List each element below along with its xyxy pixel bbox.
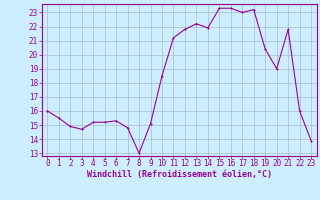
X-axis label: Windchill (Refroidissement éolien,°C): Windchill (Refroidissement éolien,°C) (87, 170, 272, 179)
